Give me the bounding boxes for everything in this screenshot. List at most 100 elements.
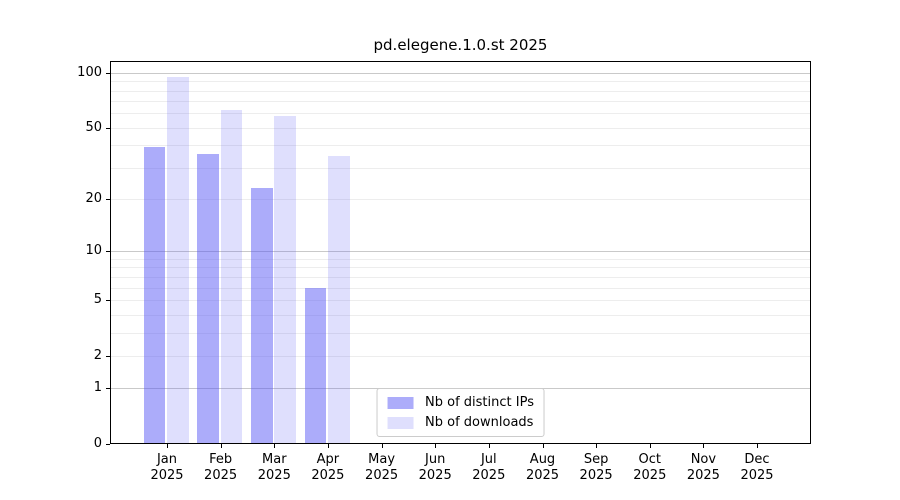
x-tick-label-month: Dec <box>744 452 770 467</box>
legend-swatch-distinct-ips <box>387 396 414 409</box>
x-tick-label-month: Apr <box>316 452 340 467</box>
y-tick-label: 5 <box>93 291 102 307</box>
x-tick-label-month: Nov <box>690 452 717 467</box>
x-tick-label-year: 2025 <box>204 467 238 483</box>
x-tick-label-month: Feb <box>209 452 233 467</box>
x-tick-label: May 2025 <box>345 452 419 483</box>
x-tick-label-year: 2025 <box>525 467 560 483</box>
x-tick-mark <box>542 444 544 448</box>
y-tick-mark <box>106 444 110 445</box>
y-tick-label: 10 <box>85 243 102 259</box>
bar-feb-downloads <box>220 109 243 443</box>
plot-area: Nb of distinct IPs Nb of downloads <box>110 61 811 444</box>
x-tick-label: Apr 2025 <box>291 452 365 483</box>
gridline-minor <box>111 355 810 357</box>
y-tick-mark <box>106 127 110 129</box>
gridline-minor <box>111 199 810 201</box>
gridline-minor <box>111 267 810 269</box>
x-tick-label: Aug 2025 <box>506 452 580 483</box>
gridline-minor <box>111 314 810 316</box>
x-tick-mark <box>649 444 651 448</box>
x-tick-label-month: May <box>368 452 396 467</box>
x-tick-label-year: 2025 <box>472 467 506 483</box>
x-tick-label-year: 2025 <box>686 467 720 483</box>
bar-jan-distinct-ips <box>143 147 166 443</box>
y-tick-label: 2 <box>93 347 102 363</box>
y-tick-mark <box>106 388 110 390</box>
x-tick-label-year: 2025 <box>579 467 613 483</box>
gridline-minor <box>111 332 810 334</box>
x-tick-label: Mar 2025 <box>237 452 311 483</box>
x-tick-mark <box>327 444 329 448</box>
gridline-minor <box>111 167 810 169</box>
x-tick-label-year: 2025 <box>633 467 667 483</box>
x-tick-label-month: Aug <box>529 452 556 467</box>
x-tick-label-year: 2025 <box>365 467 399 483</box>
legend-box: Nb of distinct IPs Nb of downloads <box>376 388 545 437</box>
x-tick-label-year: 2025 <box>740 467 774 483</box>
bar-feb-distinct-ips <box>197 153 219 443</box>
chart-title: pd.elegene.1.0.st 2025 <box>373 36 548 54</box>
gridline-minor <box>111 113 810 115</box>
legend-swatch-downloads <box>387 416 414 429</box>
bars-layer <box>111 62 810 443</box>
x-tick-label-month: Oct <box>638 452 662 467</box>
x-tick-label: Sep 2025 <box>559 452 633 483</box>
x-tick-label-year: 2025 <box>418 467 452 483</box>
gridline-minor <box>111 145 810 147</box>
x-tick-mark <box>757 444 758 448</box>
y-tick-label: 20 <box>85 191 102 207</box>
x-tick-label: Feb 2025 <box>184 452 258 483</box>
legend-label: Nb of distinct IPs <box>425 395 534 410</box>
x-tick-label: Jun 2025 <box>398 452 472 483</box>
x-tick-label-month: Mar <box>262 452 287 467</box>
x-tick-mark <box>596 444 598 448</box>
gridline-minor <box>111 258 810 260</box>
x-tick-mark <box>167 444 168 448</box>
y-tick-mark <box>106 299 110 301</box>
gridline-minor <box>111 299 810 301</box>
x-tick-label-month: Jun <box>425 452 446 467</box>
legend-item: Nb of downloads <box>387 415 534 430</box>
y-tick-label: 0 <box>93 436 102 451</box>
y-tick-label: 1 <box>93 380 102 396</box>
x-tick-label-month: Jan <box>156 452 178 467</box>
x-tick-label: Jan 2025 <box>130 452 204 483</box>
x-tick-label-year: 2025 <box>311 467 345 483</box>
y-tick-mark <box>106 199 110 201</box>
x-tick-mark <box>488 444 490 448</box>
bar-mar-downloads <box>274 116 296 443</box>
y-tick-mark <box>106 72 110 74</box>
legend-label: Nb of downloads <box>425 415 534 430</box>
x-tick-mark <box>435 444 437 448</box>
x-tick-mark <box>703 444 705 448</box>
bar-mar-distinct-ips <box>251 188 273 443</box>
x-tick-mark <box>220 444 222 448</box>
bar-apr-downloads <box>328 155 350 443</box>
bar-apr-distinct-ips <box>304 287 327 443</box>
y-tick-label: 50 <box>85 119 102 135</box>
legend-item: Nb of distinct IPs <box>387 395 534 410</box>
gridline-major <box>111 72 810 74</box>
y-tick-mark <box>106 355 110 357</box>
gridline-minor <box>111 287 810 289</box>
x-tick-mark <box>381 444 383 448</box>
gridline-minor <box>111 127 810 129</box>
gridline-major <box>111 251 810 253</box>
x-tick-label: Jul 2025 <box>452 452 526 483</box>
y-tick-mark <box>106 251 110 253</box>
bar-jan-downloads <box>167 76 189 443</box>
gridline-minor <box>111 81 810 83</box>
x-tick-label: Nov 2025 <box>666 452 740 483</box>
y-tick-label: 100 <box>77 64 102 80</box>
x-tick-mark <box>274 444 276 448</box>
x-tick-label-month: Sep <box>583 452 609 467</box>
gridline-minor <box>111 90 810 92</box>
x-tick-label-year: 2025 <box>257 467 291 483</box>
x-tick-label: Dec 2025 <box>720 452 794 483</box>
x-tick-label: Oct 2025 <box>613 452 687 483</box>
gridline-minor <box>111 276 810 278</box>
gridline-minor <box>111 101 810 103</box>
x-tick-label-year: 2025 <box>150 467 184 483</box>
